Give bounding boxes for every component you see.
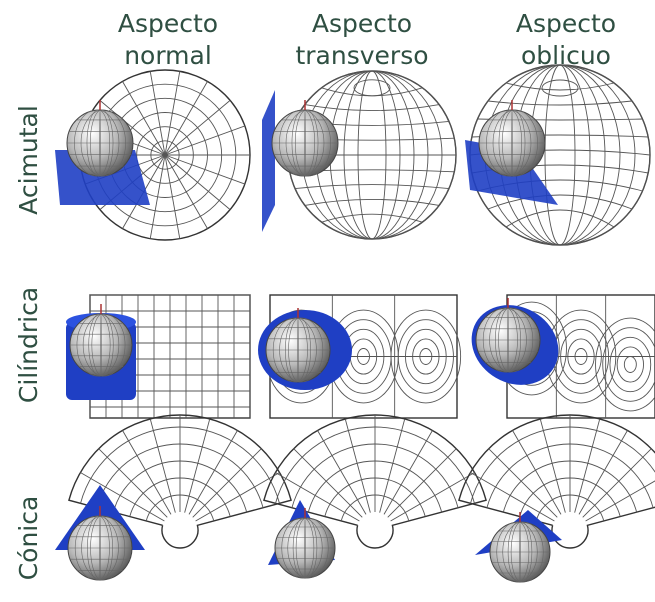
grid-parallel [567, 338, 595, 375]
grid-meridian [80, 472, 165, 522]
grid-meridian [317, 430, 367, 515]
grid-meridian [164, 154, 181, 239]
grid-parallel [321, 87, 423, 97]
grid-parallel [397, 319, 454, 394]
grid-meridian [164, 71, 181, 156]
grid-meridian [164, 154, 231, 210]
grid-parallel [294, 184, 450, 190]
grid-parallel [574, 348, 588, 365]
column-header: Aspecto [118, 9, 218, 38]
row-label: Cilíndrica [14, 287, 43, 403]
grid-parallel [609, 336, 652, 393]
grid-meridian [149, 154, 166, 239]
grid-meridian [578, 430, 628, 515]
grid-meridian [164, 154, 208, 229]
grid-parallel [419, 348, 433, 365]
grid-parallel [505, 209, 615, 228]
grid-meridian [383, 430, 433, 515]
projection-outline [458, 414, 655, 549]
grid-parallel [487, 100, 633, 106]
grid-meridian [188, 430, 238, 515]
grid-meridian [184, 418, 211, 513]
grid-parallel [357, 348, 370, 365]
grid-meridian [122, 430, 172, 515]
grid-meridian [470, 472, 555, 522]
grid-parallel [560, 328, 602, 385]
grid-meridian [98, 448, 168, 518]
grid-meridian [293, 448, 363, 518]
column-header: transverso [295, 41, 428, 70]
column-header: Aspecto [516, 9, 616, 38]
grid-meridian [585, 480, 655, 522]
grid-parallel [602, 327, 655, 402]
grid-meridian [512, 430, 562, 515]
grid-meridian [122, 81, 166, 156]
grid-meridian [488, 448, 558, 518]
grid-meridian [149, 71, 166, 156]
grid-meridian [195, 472, 280, 522]
grid-parallel [616, 346, 644, 383]
grid-meridian [582, 448, 652, 518]
grid-meridian [387, 448, 457, 518]
grid-pole [541, 79, 579, 97]
grid-parallel [404, 328, 447, 385]
grid-meridian [544, 64, 576, 246]
grid-meridian [164, 100, 231, 156]
projection-outline [263, 414, 487, 549]
grid-meridian [539, 418, 566, 513]
grid-parallel [304, 198, 440, 206]
grid-meridian [149, 418, 176, 513]
grid-meridian [390, 472, 475, 522]
grid-meridian [344, 418, 371, 513]
projection-outline [68, 414, 292, 549]
grid-meridian [164, 154, 246, 185]
row-label: Cónica [14, 496, 43, 581]
grid-parallel [595, 317, 655, 412]
grid-parallel [390, 309, 462, 404]
grid-parallel [412, 338, 440, 375]
grid-parallel [304, 104, 440, 112]
row-label: Acimutal [14, 105, 43, 215]
grid-meridian [192, 448, 262, 518]
grid-meridian [164, 81, 208, 156]
grid-parallel [505, 82, 615, 91]
projection-plane [262, 90, 275, 232]
column-header: Aspecto [312, 9, 412, 38]
grid-meridian [574, 418, 601, 513]
grid-meridian [99, 100, 166, 156]
grid-parallel [487, 194, 633, 210]
grid-meridian [379, 418, 406, 513]
grid-pole [353, 79, 391, 97]
grid-parallel [623, 356, 637, 373]
grid-meridian [275, 472, 360, 522]
column-header: normal [124, 41, 212, 70]
grid-meridian [164, 125, 246, 156]
grid-parallel [321, 213, 423, 223]
